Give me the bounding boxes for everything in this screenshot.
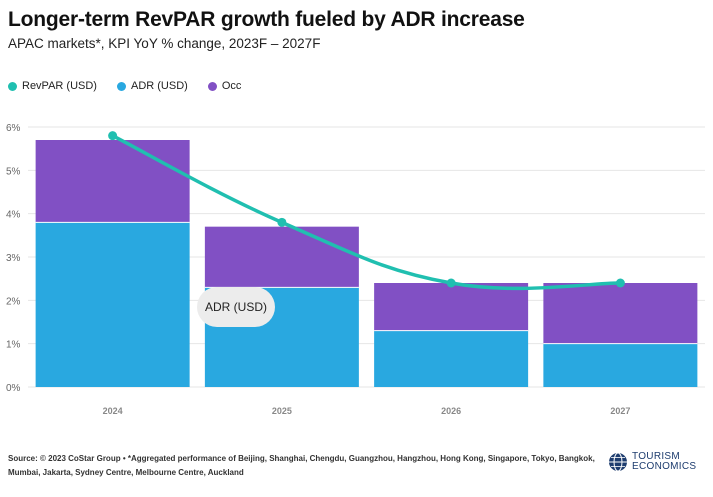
bar-adr	[543, 343, 698, 387]
bar-occ	[543, 283, 698, 344]
tourism-economics-logo: TOURISM ECONOMICS	[608, 452, 696, 472]
hover-tooltip: ADR (USD)	[197, 287, 275, 327]
logo-line-2: ECONOMICS	[632, 461, 697, 472]
chart-title: Longer-term RevPAR growth fueled by ADR …	[8, 8, 525, 31]
y-tick-label: 3%	[6, 253, 21, 264]
point-revpar	[446, 278, 456, 288]
point-revpar	[277, 217, 287, 227]
logo-line-1: TOURISM	[632, 451, 681, 462]
x-tick-label: 2027	[610, 406, 630, 416]
source-footnote: Source: © 2023 CoStar Group • *Aggregate…	[8, 454, 595, 477]
point-revpar	[108, 131, 118, 141]
y-tick-label: 2%	[6, 296, 21, 307]
y-tick-label: 1%	[6, 340, 21, 351]
point-revpar	[615, 278, 625, 288]
bar-adr	[374, 330, 529, 387]
legend-swatch-adr	[116, 81, 126, 91]
x-tick-label: 2024	[103, 406, 123, 416]
legend-item-adr[interactable]: ADR (USD)	[116, 80, 188, 92]
legend-item-occ[interactable]: Occ	[207, 80, 242, 92]
y-tick-label: 0%	[6, 383, 21, 394]
legend-swatch-occ	[207, 81, 217, 91]
globe-icon	[609, 452, 627, 472]
chart-legend: RevPAR (USD) ADR (USD) Occ	[8, 80, 241, 92]
bar-occ	[204, 226, 359, 288]
legend-item-revpar[interactable]: RevPAR (USD)	[8, 80, 97, 92]
bar-occ	[35, 140, 190, 223]
y-tick-label: 6%	[6, 123, 21, 134]
line-revpar	[110, 133, 623, 291]
legend-swatch-revpar	[8, 81, 17, 91]
y-tick-label: 5%	[6, 166, 21, 177]
bar-adr	[35, 222, 190, 387]
chart-subtitle: APAC markets*, KPI YoY % change, 2023F –…	[8, 36, 321, 51]
bar-occ	[374, 283, 529, 331]
x-tick-label: 2025	[272, 406, 292, 416]
chart-plot-area: 0% 1% 2% 3% 4% 5% 6% 2024 2025 2026 2027	[6, 123, 705, 416]
y-tick-label: 4%	[6, 210, 21, 221]
legend-label-occ: Occ	[221, 80, 242, 92]
legend-label-adr: ADR (USD)	[130, 80, 188, 92]
x-tick-label: 2026	[441, 406, 461, 416]
legend-label-revpar: RevPAR (USD)	[22, 80, 97, 92]
